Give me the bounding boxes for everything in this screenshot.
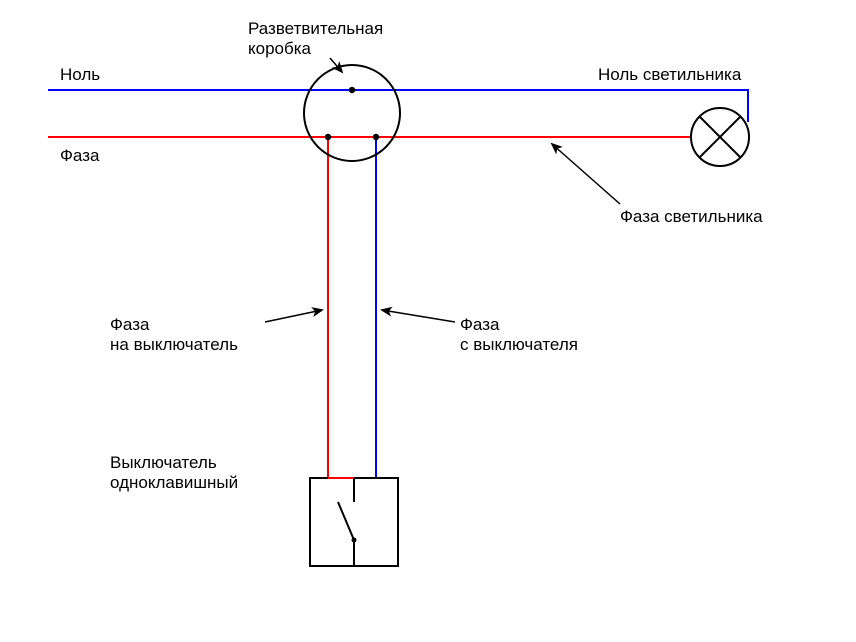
label-phase-to-switch-2: на выключатель	[110, 334, 238, 355]
label-phase-from-switch-1: Фаза	[460, 314, 499, 335]
junction-dot-1	[325, 134, 331, 140]
label-phase-in: Фаза	[60, 145, 99, 166]
label-phase-from-switch-2: с выключателя	[460, 334, 578, 355]
label-switch-1: Выключатель	[110, 452, 217, 473]
label-switch-2: одноклавишный	[110, 472, 238, 493]
arrow-phase-lamp	[552, 144, 620, 204]
switch-pivot	[352, 538, 357, 543]
junction-dot-2	[373, 134, 379, 140]
label-neutral-in: Ноль	[60, 64, 100, 85]
label-neutral-lamp: Ноль светильника	[598, 64, 741, 85]
junction-box	[304, 65, 400, 161]
wire-neutral-in	[48, 90, 748, 122]
junction-dot-0	[349, 87, 355, 93]
label-phase-to-switch-1: Фаза	[110, 314, 149, 335]
label-junction-box-1: Разветвительная	[248, 18, 383, 39]
arrow-phase-to-switch	[265, 310, 322, 322]
label-phase-lamp: Фаза светильника	[620, 206, 763, 227]
label-junction-box-2: коробка	[248, 38, 311, 59]
arrow-phase-from-switch	[382, 310, 455, 322]
